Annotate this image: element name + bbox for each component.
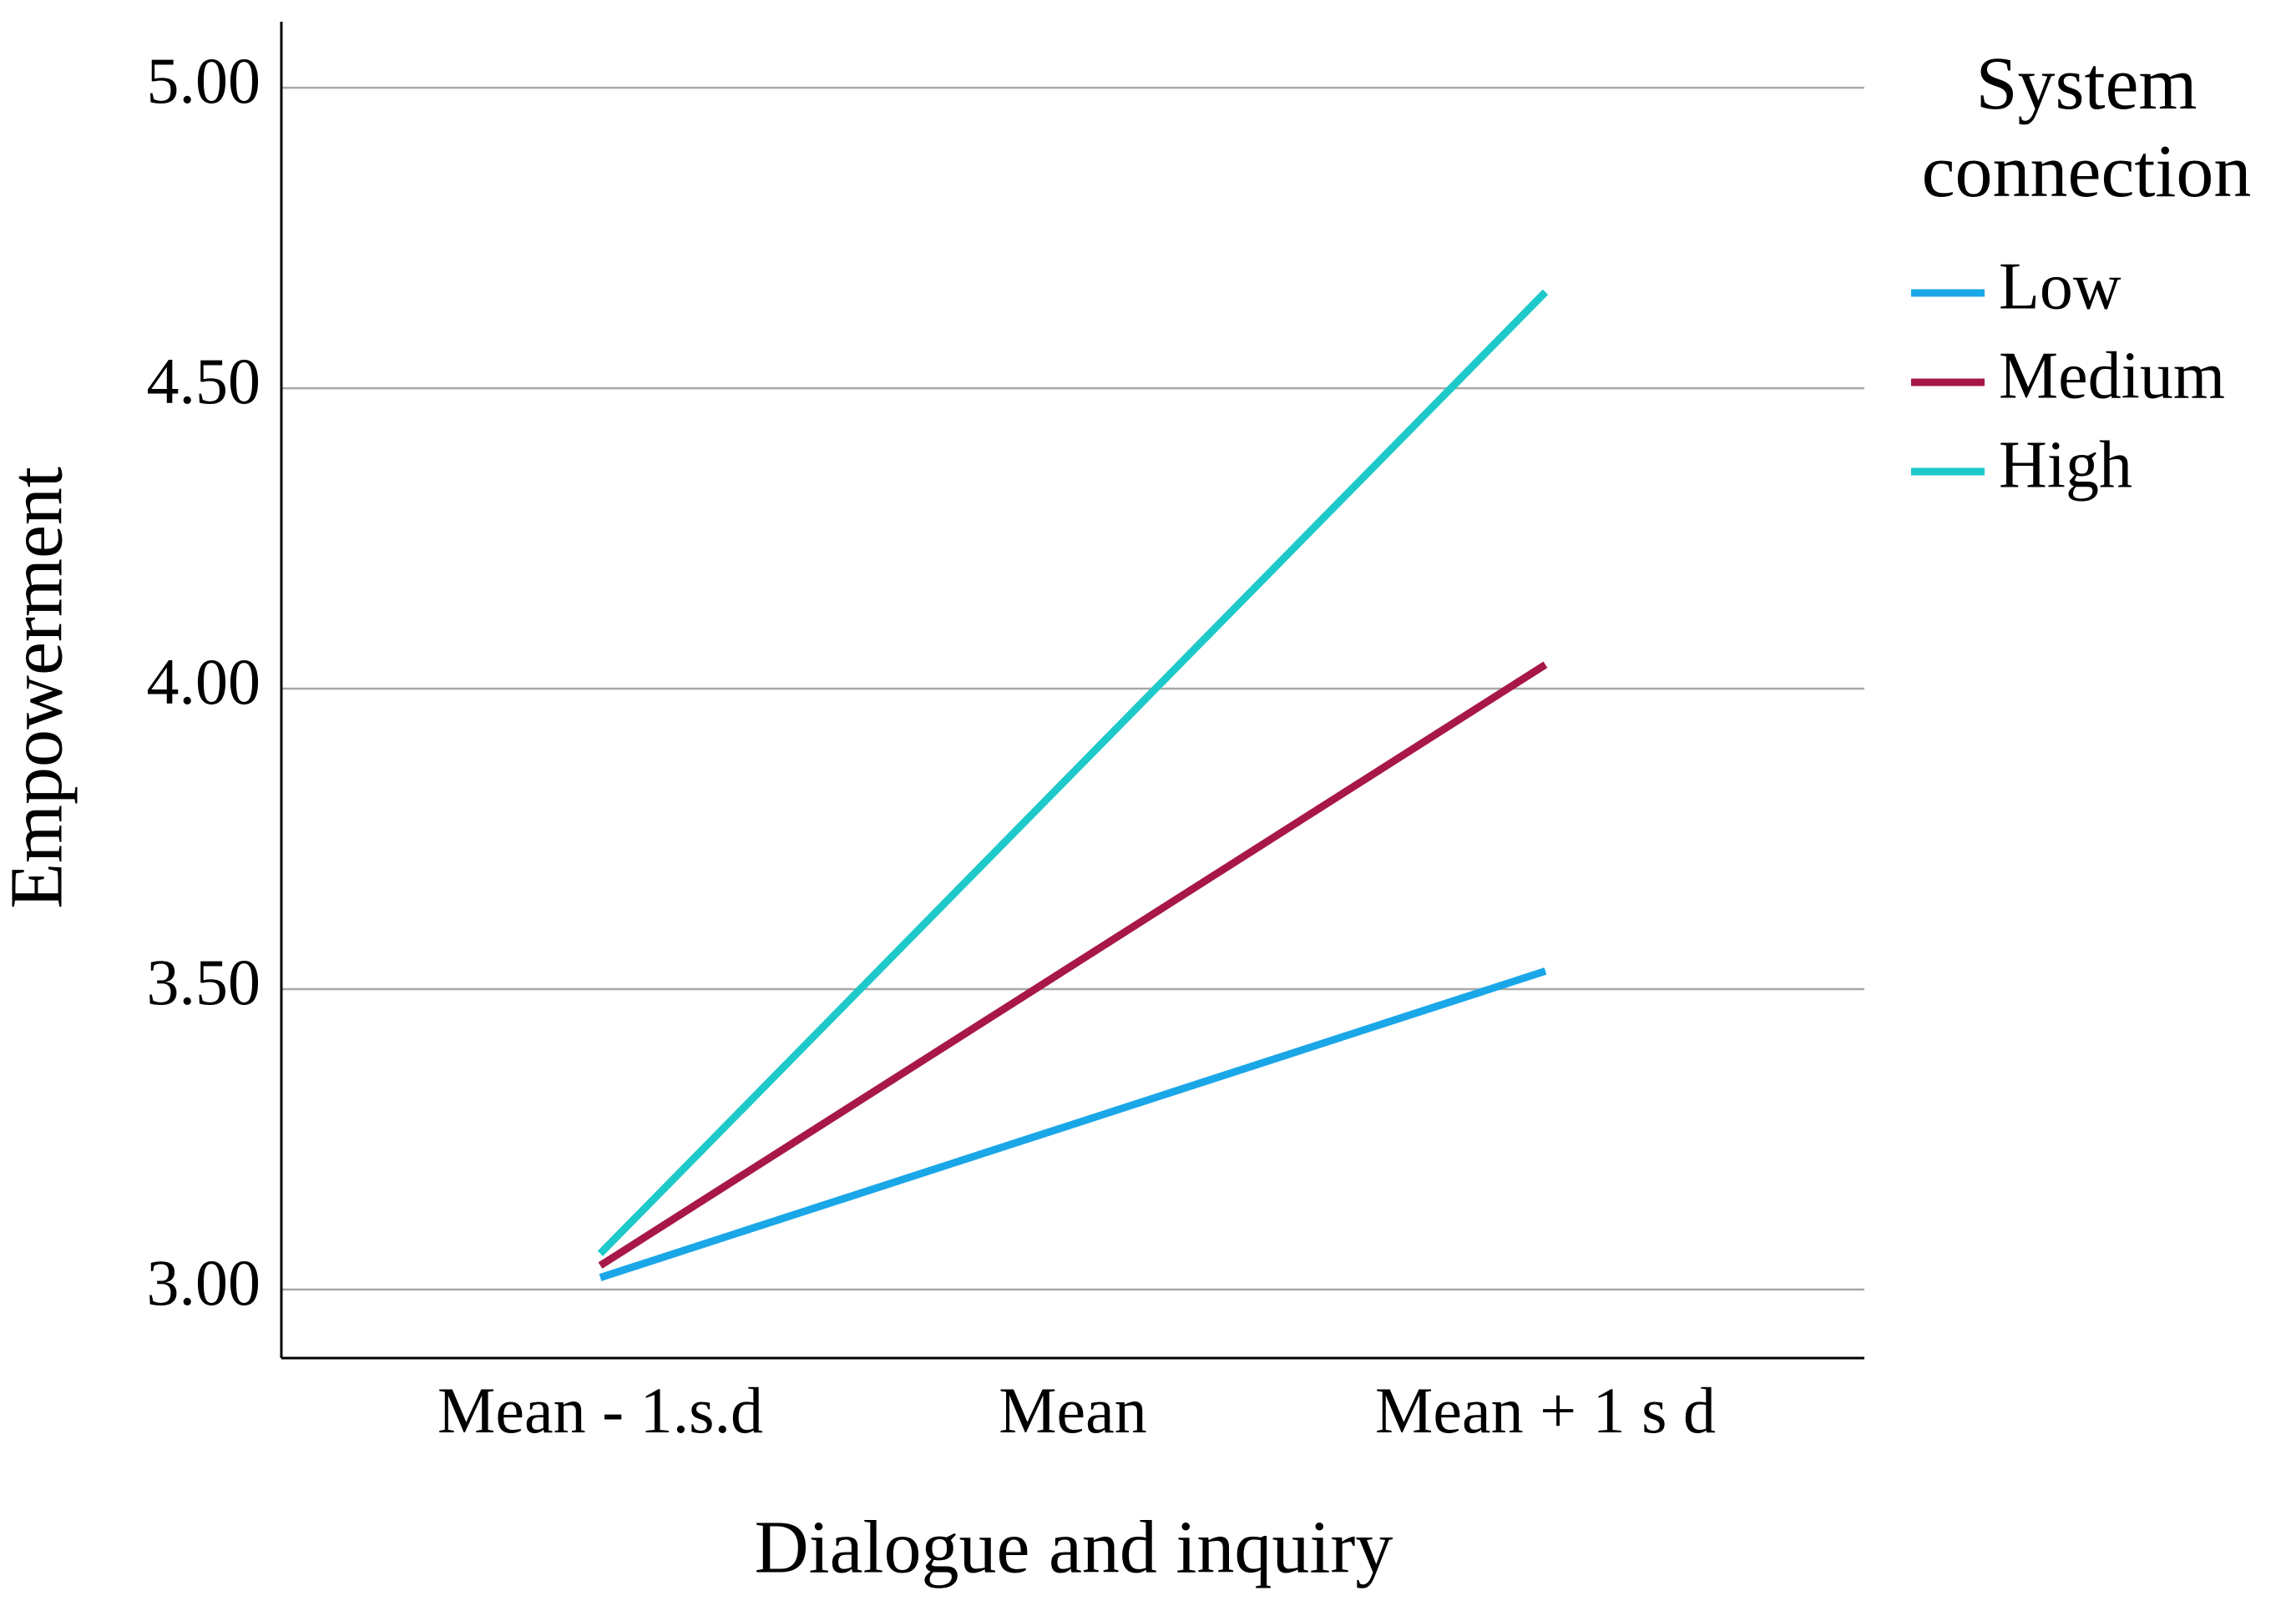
y-tick-label: 3.00 [147,1246,261,1319]
legend-label: Low [1999,250,2122,323]
legend-label: Medium [1999,339,2225,412]
y-tick-label: 4.50 [147,345,261,417]
x-tick-label: Mean - 1.s.d [437,1374,763,1447]
legend-title: System connection [1922,43,2252,213]
x-tick-label: Mean + 1 s d [1375,1374,1716,1447]
y-tick-label: 3.50 [147,946,261,1018]
legend-label: High [1999,428,2132,502]
y-tick-label: 5.00 [147,44,261,117]
series-line [598,661,1548,1269]
y-tick-label: 4.00 [147,645,261,718]
series-line [599,967,1547,1281]
y-axis-title: Empowerment [0,467,78,909]
x-axis-title: Dialogue and inquiry [755,1507,1393,1589]
series-line [597,289,1549,1256]
x-tick-label: Mean [999,1374,1147,1447]
